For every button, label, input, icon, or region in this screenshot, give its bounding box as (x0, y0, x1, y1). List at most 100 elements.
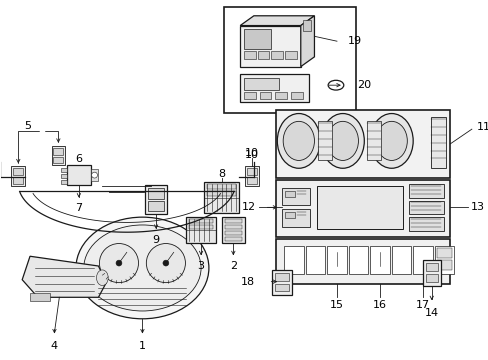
Bar (290, 92, 302, 99)
Ellipse shape (375, 121, 407, 161)
Text: 17: 17 (415, 300, 429, 310)
Bar (271, 51, 283, 59)
Bar (246, 168, 256, 175)
Bar (13, 168, 23, 175)
Bar (244, 30, 271, 49)
Ellipse shape (369, 113, 412, 168)
Bar (282, 209, 309, 227)
Bar (224, 237, 242, 240)
Bar (408, 184, 444, 198)
Bar (244, 166, 258, 186)
Text: 6: 6 (75, 154, 82, 165)
Bar (224, 219, 242, 223)
Bar (224, 225, 242, 229)
Bar (272, 270, 291, 295)
Bar (436, 248, 451, 258)
Bar (317, 186, 403, 229)
Bar (326, 247, 346, 274)
Bar (276, 239, 449, 284)
Bar (61, 180, 67, 184)
Bar (434, 247, 453, 274)
Text: 19: 19 (347, 36, 361, 46)
Bar (240, 26, 300, 67)
Bar (276, 180, 449, 237)
Text: 11: 11 (476, 122, 488, 132)
Bar (366, 121, 380, 161)
Ellipse shape (99, 243, 138, 283)
Bar (61, 174, 67, 178)
Ellipse shape (116, 260, 122, 266)
Ellipse shape (326, 121, 358, 161)
Ellipse shape (91, 172, 97, 178)
Polygon shape (22, 256, 106, 297)
Bar (90, 169, 98, 181)
Text: 20: 20 (357, 80, 370, 90)
Bar (305, 247, 325, 274)
Text: 3: 3 (197, 261, 204, 271)
Polygon shape (300, 16, 314, 67)
Ellipse shape (283, 121, 314, 161)
Bar (284, 247, 303, 274)
Bar (244, 78, 279, 90)
Bar (285, 212, 294, 218)
Bar (275, 284, 288, 292)
Text: 15: 15 (329, 300, 343, 310)
Bar (282, 188, 309, 206)
Bar (436, 260, 451, 270)
Bar (430, 117, 446, 168)
Text: 9: 9 (152, 235, 160, 245)
Bar (206, 191, 236, 195)
Bar (61, 168, 67, 172)
Bar (408, 201, 444, 214)
Bar (186, 217, 215, 243)
Bar (11, 166, 25, 186)
Bar (224, 231, 242, 235)
Bar (30, 293, 49, 301)
Bar (425, 263, 437, 271)
Text: 12: 12 (242, 202, 256, 212)
Text: 10: 10 (244, 148, 258, 158)
Ellipse shape (146, 243, 185, 283)
Bar (285, 51, 296, 59)
Bar (13, 177, 23, 184)
Bar (302, 20, 310, 31)
Bar (244, 92, 255, 99)
Bar (206, 184, 236, 189)
Bar (53, 148, 63, 154)
Text: 14: 14 (424, 308, 438, 318)
Text: 16: 16 (372, 300, 386, 310)
Bar (276, 110, 449, 178)
Ellipse shape (277, 113, 320, 168)
Text: 10: 10 (244, 150, 258, 159)
Bar (53, 157, 63, 163)
Bar (148, 188, 163, 199)
Bar (408, 217, 444, 231)
Ellipse shape (83, 225, 201, 311)
Bar (223, 7, 356, 113)
Ellipse shape (76, 217, 208, 319)
Text: 8: 8 (218, 169, 224, 179)
Bar (369, 247, 389, 274)
Text: 13: 13 (470, 202, 484, 212)
Bar (318, 121, 331, 161)
Bar (189, 219, 212, 223)
Bar (51, 146, 65, 165)
Bar (145, 185, 166, 214)
Bar (391, 247, 410, 274)
Bar (348, 247, 367, 274)
Text: 18: 18 (240, 276, 254, 287)
Bar (285, 191, 294, 197)
Bar (246, 177, 256, 184)
Bar (244, 51, 255, 59)
Text: 5: 5 (24, 121, 32, 131)
Bar (412, 247, 432, 274)
Text: 7: 7 (75, 203, 82, 213)
Ellipse shape (96, 270, 108, 285)
Text: 1: 1 (139, 341, 145, 351)
Bar (259, 92, 271, 99)
Bar (425, 274, 437, 282)
Bar (203, 182, 239, 213)
Bar (221, 217, 244, 243)
Bar (240, 75, 308, 102)
Bar (67, 165, 90, 185)
